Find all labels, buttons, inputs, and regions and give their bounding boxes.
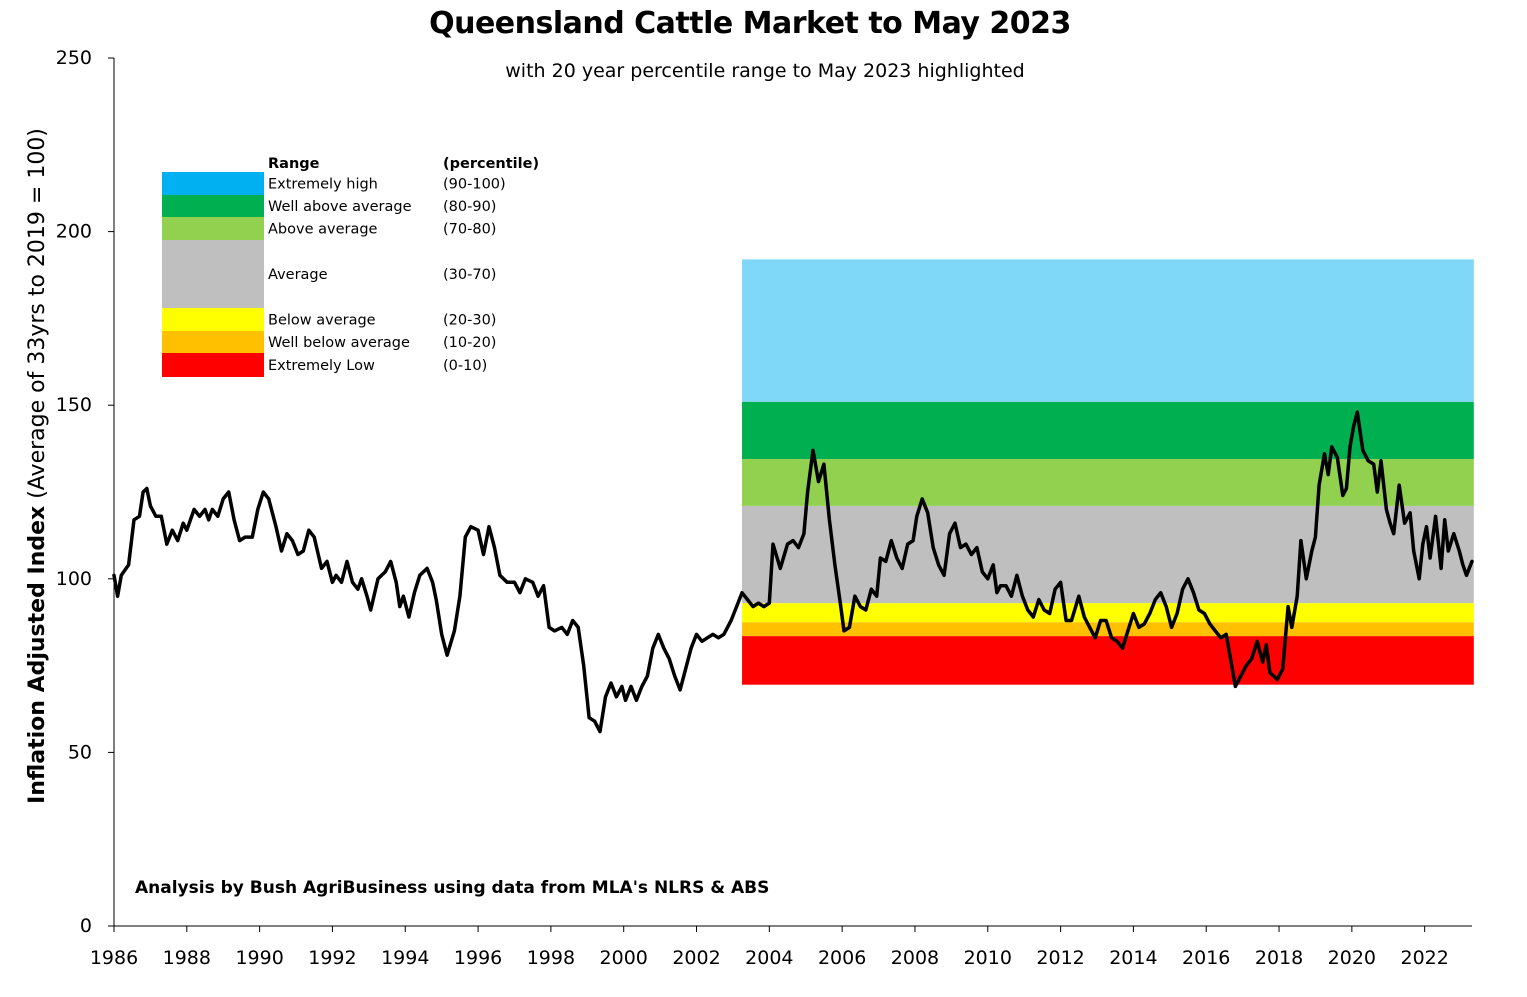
percentile-band [742, 459, 1474, 506]
legend: Range (percentile) Extremely high (90-100) W… [162, 156, 539, 377]
legend-label: Above average [268, 222, 378, 238]
x-tick-label: 2018 [1255, 947, 1303, 969]
x-tick-label: 2006 [818, 947, 866, 969]
legend-label: Extremely Low [268, 358, 375, 374]
legend-percentile: (0-10) [443, 358, 487, 374]
y-tick-label: 200 [56, 221, 92, 243]
legend-label: Extremely high [268, 177, 378, 193]
x-tick-label: 1998 [527, 947, 575, 969]
x-tick-label: 2000 [600, 947, 648, 969]
legend-swatch [162, 217, 264, 240]
percentile-band [742, 259, 1474, 402]
x-tick-label: 2022 [1400, 947, 1448, 969]
y-tick-label: 150 [56, 394, 92, 416]
legend-header-percentile: (percentile) [443, 156, 539, 172]
legend-swatch [162, 353, 264, 377]
legend-percentile: (10-20) [443, 335, 496, 351]
legend-swatch [162, 195, 264, 217]
legend-swatch [162, 172, 264, 195]
y-tick-label: 100 [56, 568, 92, 590]
series-line [112, 410, 1474, 734]
legend-percentile: (70-80) [443, 222, 496, 238]
legend-percentile: (20-30) [443, 313, 496, 329]
legend-swatch [162, 331, 264, 353]
legend-label: Below average [268, 313, 376, 329]
y-tick-label: 250 [56, 47, 92, 69]
legend-header-range: Range [268, 156, 320, 172]
legend-label: Well above average [268, 199, 412, 215]
x-tick-label: 2020 [1328, 947, 1376, 969]
legend-percentile: (90-100) [443, 177, 506, 193]
x-tick-label: 1996 [454, 947, 502, 969]
y-tick-label: 50 [68, 741, 92, 763]
x-tick-label: 2010 [964, 947, 1012, 969]
x-tick-label: 1994 [381, 947, 429, 969]
legend-percentile: (30-70) [443, 267, 496, 283]
percentile-band [742, 636, 1474, 685]
axes: 0 50 100 150 200 250 1986 1988 1990 1992 1994 1996 1… [56, 47, 1472, 969]
x-tick-label: 1992 [308, 947, 356, 969]
x-tick-label: 2012 [1036, 947, 1084, 969]
legend-swatch [162, 240, 264, 308]
chart-title: Queensland Cattle Market to May 2023 [429, 6, 1071, 41]
x-tick-label: 2002 [672, 947, 720, 969]
x-tick-label: 2008 [891, 947, 939, 969]
source-note: Analysis by Bush AgriBusiness using data… [135, 878, 770, 898]
x-tick-label: 1988 [163, 947, 211, 969]
legend-label: Well below average [268, 335, 410, 351]
y-tick-label: 0 [80, 915, 92, 937]
legend-label: Average [268, 267, 328, 283]
x-tick-label: 2004 [745, 947, 793, 969]
chart-subtitle: with 20 year percentile range to May 202… [505, 60, 1025, 82]
x-tick-label: 2014 [1109, 947, 1157, 969]
series-layer [112, 410, 1474, 734]
x-tick-label: 2016 [1182, 947, 1230, 969]
legend-percentile: (80-90) [443, 199, 496, 215]
percentile-band [742, 505, 1474, 604]
legend-swatch [162, 308, 264, 331]
x-tick-label: 1990 [235, 947, 283, 969]
x-tick-label: 1986 [90, 947, 138, 969]
